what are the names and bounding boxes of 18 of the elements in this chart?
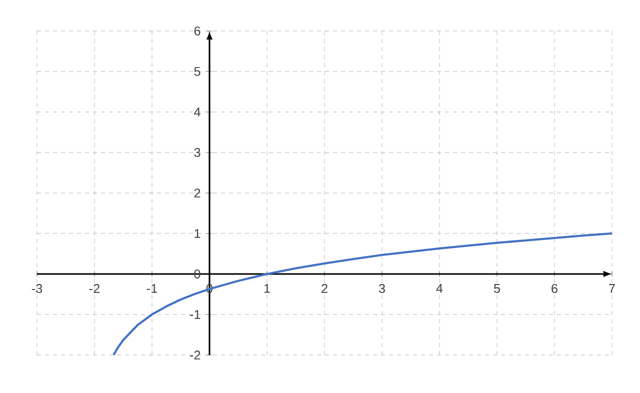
x-tick-label: 7 bbox=[609, 284, 615, 293]
y-tick-label: 2 bbox=[194, 188, 200, 198]
x-tick-label: 4 bbox=[436, 284, 443, 293]
y-tick-label: -2 bbox=[190, 350, 200, 360]
x-tick-label: 1 bbox=[264, 284, 270, 293]
y-tick-label: 3 bbox=[194, 148, 200, 157]
y-tick-label: 4 bbox=[194, 108, 200, 116]
x-tick-label: 3 bbox=[378, 284, 385, 294]
x-tick-label: -2 bbox=[89, 284, 100, 293]
y-tick-label: 5 bbox=[194, 67, 200, 76]
x-tick-label: -3 bbox=[32, 284, 42, 294]
x-tick-label: 5 bbox=[494, 284, 500, 293]
x-tick-label: 6 bbox=[552, 284, 558, 294]
y-tick-label: 6 bbox=[194, 26, 200, 36]
x-tick-label: 2 bbox=[322, 284, 328, 293]
y-tick-label: 1 bbox=[194, 229, 200, 238]
y-tick-label: -1 bbox=[190, 310, 200, 319]
x-tick-label: -1 bbox=[146, 284, 158, 293]
